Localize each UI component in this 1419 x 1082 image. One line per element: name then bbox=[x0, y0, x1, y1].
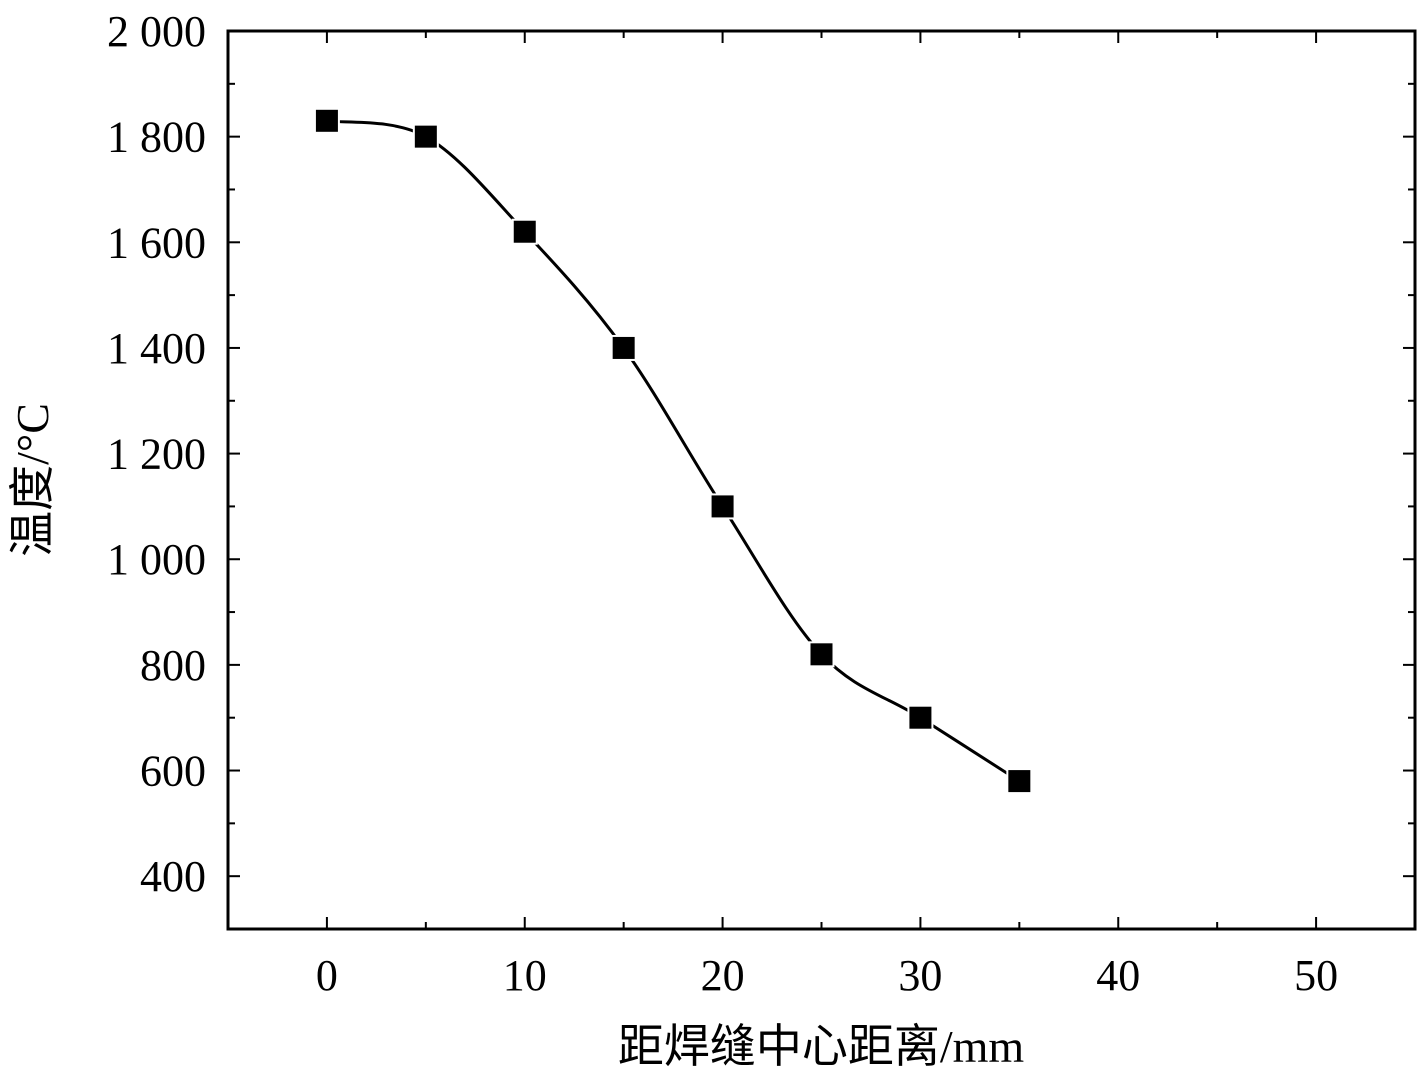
x-tick-label: 0 bbox=[316, 951, 338, 1000]
y-tick-label: 400 bbox=[140, 852, 206, 901]
y-tick-label: 1 200 bbox=[107, 430, 206, 479]
data-point bbox=[1008, 770, 1031, 793]
y-tick-label: 1 800 bbox=[107, 113, 206, 162]
points-layer bbox=[313, 107, 1033, 795]
data-point bbox=[909, 706, 932, 729]
series-line bbox=[326, 119, 1021, 783]
y-axis-title: 温度/°C bbox=[7, 403, 58, 557]
data-point bbox=[315, 109, 338, 132]
x-tick-label: 20 bbox=[701, 951, 745, 1000]
data-point bbox=[810, 643, 833, 666]
x-tick-label: 50 bbox=[1294, 951, 1338, 1000]
data-point bbox=[711, 495, 734, 518]
data-point bbox=[513, 220, 536, 243]
x-axis-title: 距焊缝中心距离/mm bbox=[618, 1021, 1025, 1072]
x-tick-label: 40 bbox=[1096, 951, 1140, 1000]
x-tick-label: 30 bbox=[898, 951, 942, 1000]
ticks-layer bbox=[227, 30, 1416, 930]
y-tick-label: 600 bbox=[140, 747, 206, 796]
plot-frame bbox=[226, 29, 1417, 931]
y-tick-label: 1 000 bbox=[107, 535, 206, 584]
curve-layer bbox=[326, 119, 1021, 783]
y-tick-label: 2 000 bbox=[107, 7, 206, 56]
x-tick-label: 10 bbox=[503, 951, 547, 1000]
data-point bbox=[414, 125, 437, 148]
data-point bbox=[612, 336, 635, 359]
labels-layer: 0 10 20 30 40 50 400 600 800 1 000 1 200 1 400 1 600… bbox=[107, 7, 1338, 1000]
y-tick-label: 800 bbox=[140, 641, 206, 690]
y-tick-label: 1 400 bbox=[107, 324, 206, 373]
y-tick-label: 1 600 bbox=[107, 218, 206, 267]
